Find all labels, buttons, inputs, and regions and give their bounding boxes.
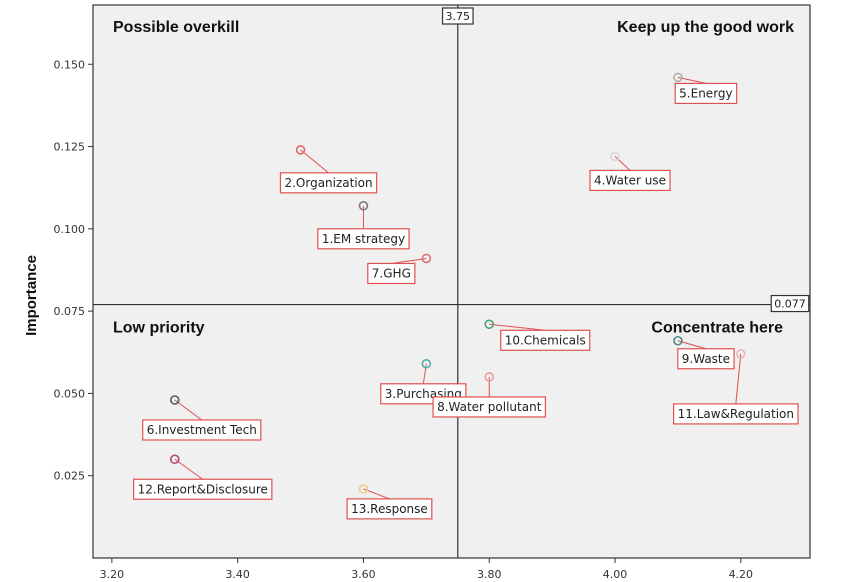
x-axis: 3.20 3.40 3.60 3.80 4.00 4.20: [100, 558, 753, 581]
data-point-label: 6.Investment Tech: [147, 423, 257, 437]
x-tick-label: 4.00: [603, 568, 628, 581]
leader-line: [735, 353, 742, 404]
reference-lines: 3.75 0.077: [93, 5, 810, 558]
quadrant-label: Concentrate here: [651, 320, 783, 337]
data-point-group: 6.Investment Tech: [142, 395, 262, 441]
data-point-marker: [421, 253, 432, 264]
quadrant-labels: Possible overkill Keep up the good work Lo…: [113, 19, 794, 337]
data-point-group: 12.Report&Disclosure: [133, 454, 273, 500]
data-point-marker: [673, 72, 683, 83]
data-point-group: 2.Organization: [279, 145, 378, 194]
leader-line: [391, 257, 427, 264]
data-point-label: 8.Water pollutant: [437, 400, 542, 414]
data-point-group: 10.Chemicals: [484, 319, 591, 351]
data-point-label: 4.Water use: [594, 173, 666, 187]
data-point-marker: [673, 335, 683, 346]
y-tick-label: 0.025: [54, 470, 86, 483]
y-tick-label: 0.150: [54, 58, 86, 71]
leader-line: [300, 149, 329, 174]
data-point-marker: [169, 454, 180, 465]
data-point-marker: [295, 145, 306, 155]
quadrant-label: Low priority: [113, 320, 205, 337]
data-point-marker: [169, 395, 180, 405]
leader-line: [677, 340, 707, 350]
y-tick-label: 0.125: [54, 141, 86, 154]
x-reference-label-text: 3.75: [446, 10, 471, 23]
data-point-label: 9.Waste: [682, 352, 730, 366]
data-point-group: 5.Energy: [673, 72, 738, 105]
data-point-marker: [358, 484, 369, 494]
data-point-label: 7.GHG: [372, 266, 411, 280]
y-reference-label-text: 0.077: [774, 298, 806, 311]
data-point-group: 11.Law&Regulation: [673, 349, 799, 425]
quadrant-label: Possible overkill: [113, 19, 239, 36]
data-point-group: 9.Waste: [673, 335, 735, 370]
y-axis: 0.025 0.050 0.075 0.100 0.125 0.150: [54, 58, 93, 483]
data-point-group: 1.EM strategy: [317, 200, 410, 250]
data-point-label: 1.EM strategy: [322, 232, 405, 246]
data-point-marker: [736, 349, 746, 359]
leader-line: [489, 323, 546, 331]
data-point-label: 10.Chemicals: [505, 333, 586, 347]
data-point-marker: [484, 372, 495, 382]
data-point-label: 12.Report&Disclosure: [138, 482, 268, 496]
data-point-marker: [421, 358, 432, 369]
y-reference-label: 0.077: [770, 294, 810, 313]
data-point-label: 13.Response: [351, 502, 428, 516]
leader-line: [174, 399, 203, 421]
data-point-label: 5.Energy: [679, 86, 732, 100]
data-points: 1.EM strategy2.Organization3.Purchasing4…: [133, 72, 799, 520]
data-point-label: 2.Organization: [284, 176, 372, 190]
quadrant-label: Keep up the good work: [617, 19, 794, 36]
data-point-marker: [484, 319, 495, 330]
x-tick-label: 3.20: [100, 568, 125, 581]
data-point-group: 13.Response: [346, 484, 433, 520]
data-point-group: 4.Water use: [589, 151, 671, 192]
y-axis-title: Importance: [23, 255, 40, 336]
data-point-group: 7.GHG: [367, 253, 432, 285]
x-tick-label: 3.40: [225, 568, 250, 581]
data-point-marker: [358, 200, 369, 211]
data-point-group: 8.Water pollutant: [432, 372, 547, 418]
x-tick-label: 3.80: [477, 568, 502, 581]
y-tick-label: 0.075: [54, 305, 86, 318]
data-point-marker: [610, 151, 620, 162]
data-point-label: 11.Law&Regulation: [678, 407, 794, 421]
x-tick-label: 3.60: [351, 568, 376, 581]
y-tick-label: 0.050: [54, 387, 86, 400]
leader-line: [174, 458, 204, 480]
x-tick-label: 4.20: [729, 568, 754, 581]
y-tick-label: 0.100: [54, 223, 86, 236]
x-reference-label: 3.75: [441, 7, 474, 25]
